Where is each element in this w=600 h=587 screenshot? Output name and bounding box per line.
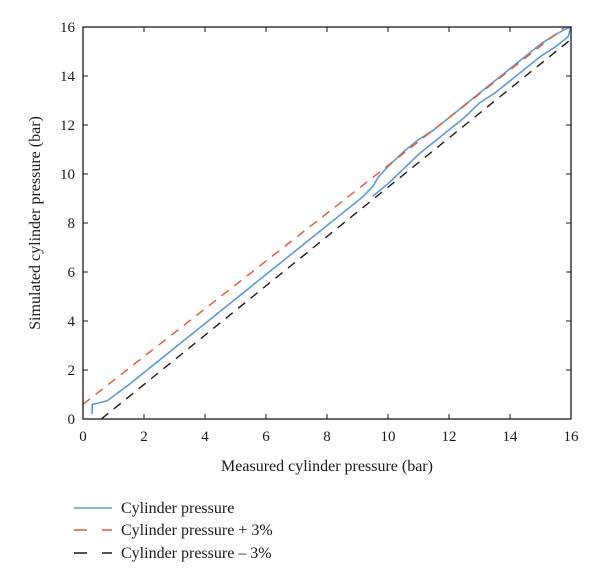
y-tick-label: 0	[68, 412, 76, 428]
y-tick-label: 14	[60, 69, 76, 85]
y-axis-title: Simulated cylinder pressure (bar)	[27, 116, 44, 330]
x-tick-label: 12	[442, 429, 457, 445]
x-tick-label: 10	[381, 429, 396, 445]
x-tick-label: 8	[323, 429, 331, 445]
y-tick-label: 6	[68, 265, 76, 281]
legend-label-cylinder-pressure-3-2: Cylinder pressure – 3%	[121, 545, 272, 562]
y-tick-label: 16	[60, 20, 76, 36]
x-tick-label: 4	[201, 429, 209, 445]
x-axis-ticks: 0 2 4 6 8 10 12 14 16	[79, 27, 579, 445]
x-tick-label: 16	[564, 429, 580, 445]
legend: Cylinder pressure Cylinder pressure + 3% C…	[74, 500, 273, 562]
y-tick-label: 8	[68, 216, 76, 232]
y-tick-label: 10	[60, 167, 75, 183]
legend-label-cylinder-pressure-3-1: Cylinder pressure + 3%	[121, 522, 273, 539]
x-axis-title: Measured cylinder pressure (bar)	[221, 458, 433, 475]
y-tick-label: 4	[68, 314, 76, 330]
x-tick-label: 2	[140, 429, 148, 445]
x-tick-label: 0	[79, 429, 87, 445]
y-axis-ticks: 0 2 4 6 8 10 12 14 16	[60, 20, 571, 428]
series-line-cylinder-pressure-3-1	[82, 26, 566, 405]
plot-series	[82, 26, 572, 420]
series-line-cylinder-pressure-3-2	[100, 38, 572, 420]
legend-label-cylinder-pressure-0: Cylinder pressure	[121, 500, 234, 517]
x-tick-label: 6	[262, 429, 270, 445]
y-tick-label: 2	[68, 363, 76, 379]
y-tick-label: 12	[60, 118, 75, 134]
x-tick-label: 14	[503, 429, 519, 445]
